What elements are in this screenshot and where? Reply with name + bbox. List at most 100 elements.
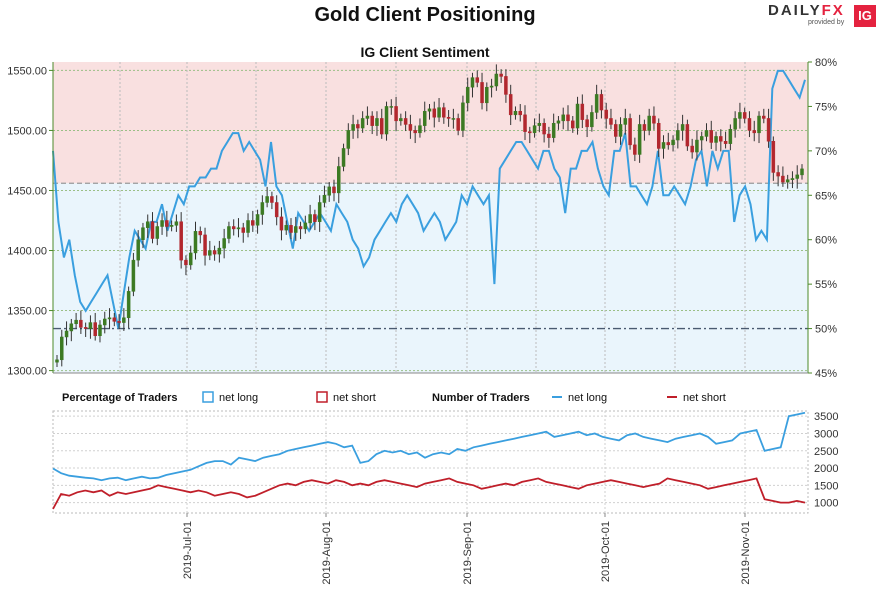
- right-tick-label: 45%: [815, 368, 837, 380]
- candle-body: [136, 239, 140, 261]
- x-tick-label: 2019-Nov-01: [740, 521, 752, 585]
- candle-body: [169, 225, 174, 227]
- candle-body: [733, 118, 737, 130]
- candle-body: [437, 107, 441, 118]
- candle-body: [685, 124, 690, 147]
- legend-percentage-title: Percentage of Traders: [62, 392, 178, 404]
- candle-body: [704, 130, 709, 137]
- net-short-count-line: [52, 477, 806, 510]
- candle-body: [131, 259, 136, 292]
- candle-body: [637, 124, 642, 155]
- left-tick-label: 1400.00: [7, 246, 47, 258]
- candle-body: [785, 179, 790, 183]
- left-tick-label: 1550.00: [7, 65, 47, 77]
- candle-body: [184, 259, 188, 266]
- candle-body: [628, 118, 632, 146]
- candle-body: [107, 317, 112, 320]
- chart-subtitle: IG Client Sentiment: [360, 44, 490, 60]
- candle-body: [303, 222, 308, 230]
- candle-body: [695, 139, 699, 153]
- right-tick-label: 55%: [815, 279, 837, 291]
- candle-body: [446, 116, 451, 119]
- main-plot: 1300.00 1350.00 1400.00 1450.00 1500.00 1550.…: [7, 57, 837, 380]
- candle-body: [475, 77, 480, 83]
- candle-body: [427, 108, 432, 112]
- left-tick-label: 1500.00: [7, 125, 47, 137]
- candle-body: [55, 359, 59, 363]
- candle-body: [332, 186, 336, 194]
- legend-net-short-label: net short: [333, 392, 376, 404]
- candle-body: [255, 214, 260, 226]
- candle-body: [375, 118, 379, 126]
- candle-body: [561, 114, 565, 122]
- candle-body: [413, 130, 417, 134]
- candle-body: [676, 130, 680, 141]
- candle-body: [714, 136, 718, 143]
- candle-body: [465, 86, 470, 104]
- candle-body: [356, 124, 360, 129]
- candle-body: [270, 196, 274, 203]
- candle-body: [699, 136, 704, 141]
- candle-body: [370, 115, 374, 126]
- candle-body: [265, 196, 269, 203]
- candle-body: [251, 220, 255, 226]
- candle-body: [69, 323, 74, 332]
- candle-body: [532, 125, 537, 134]
- candle-body: [203, 234, 207, 256]
- candle-body: [719, 136, 723, 142]
- candle-body: [504, 76, 508, 95]
- candle-body: [590, 112, 594, 128]
- candle-body: [680, 124, 685, 131]
- candle-body: [284, 225, 288, 231]
- candle-body: [766, 118, 771, 142]
- candle-body: [461, 102, 465, 131]
- candle-body: [551, 122, 556, 138]
- candle-body: [79, 319, 83, 328]
- candle-body: [246, 220, 250, 233]
- candle-body: [141, 227, 145, 240]
- candle-body: [236, 227, 241, 230]
- candle-body: [647, 115, 651, 131]
- candle-body: [274, 202, 279, 218]
- candle-body: [198, 231, 203, 236]
- candle-body: [394, 106, 398, 122]
- candle-body: [762, 115, 766, 119]
- candle-body: [179, 221, 183, 261]
- ig-logo-icon: IG: [854, 5, 876, 27]
- candle-body: [313, 214, 317, 222]
- candle-body: [188, 252, 193, 266]
- candle-body: [294, 226, 298, 233]
- legend-count-short-label: net short: [683, 392, 726, 404]
- candle-body: [241, 227, 245, 233]
- candle-body: [351, 124, 355, 131]
- candle-body: [547, 133, 551, 138]
- candle-body: [403, 118, 408, 125]
- candle-body: [537, 122, 542, 126]
- candle-body: [494, 73, 499, 87]
- legend-count-long-label: net long: [568, 392, 607, 404]
- candle-body: [103, 318, 107, 326]
- candle-body: [422, 110, 427, 126]
- candle-body: [60, 336, 64, 361]
- net-long-percent-line: [52, 69, 806, 329]
- candle-body: [556, 120, 561, 124]
- right-tick-label: 75%: [815, 101, 837, 113]
- candle-body: [193, 231, 198, 254]
- candle-body: [327, 186, 331, 196]
- candle-body: [212, 250, 217, 255]
- candle-body: [88, 322, 93, 329]
- candle-body: [594, 94, 599, 113]
- candle-body: [379, 118, 384, 135]
- candle-body: [322, 195, 327, 203]
- candle-body: [508, 94, 513, 116]
- legend-number-title: Number of Traders: [432, 392, 530, 404]
- candle-body: [661, 142, 666, 149]
- candle-body: [690, 145, 694, 153]
- bottom-tick-label: 3000: [814, 428, 838, 440]
- candle-body: [208, 250, 212, 256]
- left-tick-label: 1450.00: [7, 185, 47, 197]
- candle-body: [98, 324, 102, 337]
- candle-body: [623, 118, 628, 125]
- candle-body: [776, 172, 780, 177]
- candle-body: [260, 202, 265, 215]
